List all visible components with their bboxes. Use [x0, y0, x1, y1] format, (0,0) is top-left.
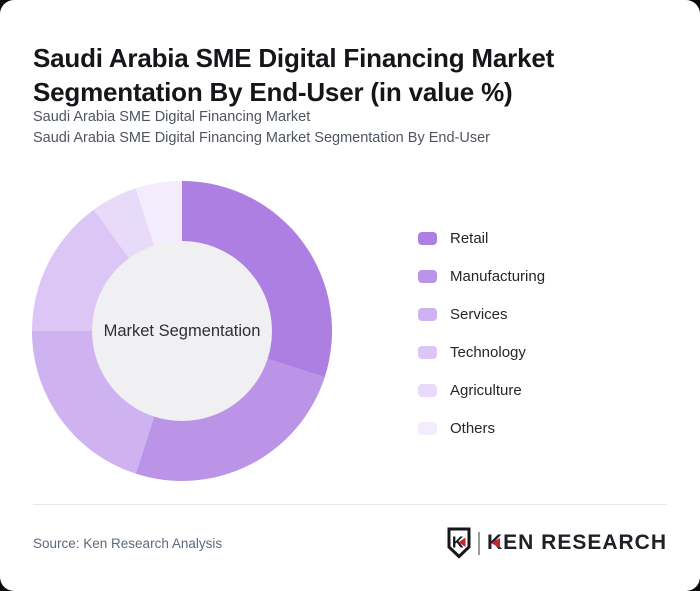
badge-red-triangle-icon [458, 537, 466, 547]
legend-label-technology: Technology [450, 343, 526, 361]
source-text: Source: Ken Research Analysis [33, 536, 223, 551]
legend-label-agriculture: Agriculture [450, 381, 522, 399]
legend-item-technology: Technology [418, 339, 545, 365]
legend-swatch-manufacturing [418, 269, 437, 283]
badge-letter: K [452, 535, 464, 552]
footer-divider [33, 504, 667, 505]
wordmark-red-triangle-icon [491, 538, 501, 548]
page-title: Saudi Arabia SME Digital Financing Marke… [33, 43, 555, 108]
legend-label-others: Others [450, 419, 496, 437]
ken-research-logo: K K EN RESEARCH [446, 527, 667, 559]
legend-label-manufacturing: Manufacturing [450, 267, 546, 285]
legend: Retail Manufacturing Services Technology Agr… [418, 225, 545, 441]
legend-item-others: Others [418, 415, 545, 441]
logo-divider [477, 531, 480, 555]
legend-item-agriculture: Agriculture [418, 377, 545, 403]
legend-item-manufacturing: Manufacturing [418, 263, 545, 289]
legend-label-retail: Retail [450, 229, 489, 247]
legend-swatch-services [418, 307, 437, 321]
legend-label-services: Services [450, 305, 508, 323]
subtitle-line-2: Saudi Arabia SME Digital Financing Marke… [33, 130, 490, 146]
legend-swatch-agriculture [418, 383, 437, 397]
legend-swatch-retail [418, 231, 437, 245]
subtitle-block: Saudi Arabia SME Digital Financing Marke… [33, 107, 490, 149]
donut-chart [32, 181, 332, 481]
legend-swatch-technology [418, 345, 437, 359]
subtitle-line-1: Saudi Arabia SME Digital Financing Marke… [33, 109, 311, 125]
donut-center-circle [92, 241, 272, 421]
wordmark-rest: EN RESEARCH [503, 531, 667, 554]
legend-item-retail: Retail [418, 225, 545, 251]
logo-wordmark: K EN RESEARCH [487, 531, 667, 555]
legend-item-services: Services [418, 301, 545, 327]
legend-swatch-others [418, 421, 437, 435]
donut-chart-area: Market Segmentation [32, 181, 332, 481]
ken-research-badge-icon: K [447, 527, 471, 559]
